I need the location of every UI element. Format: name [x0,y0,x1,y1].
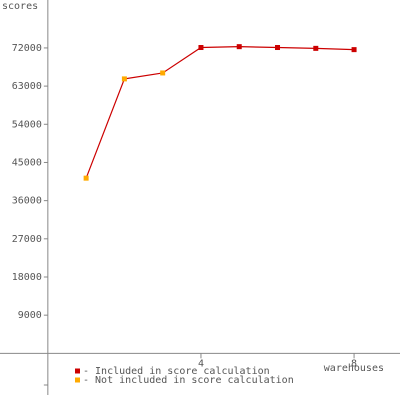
legend-swatch [75,368,80,374]
data-point [198,45,204,51]
y-tick-label: 9000 [18,310,42,321]
data-point [313,45,319,51]
data-point [83,175,89,181]
legend-label: - Included in score calculation [83,366,270,377]
y-tick-label: 27000 [12,234,42,245]
y-tick-label: 45000 [12,157,42,168]
legend-swatch [75,377,80,383]
legend-label: - Not included in score calculation [83,375,294,386]
x-tick-label: 4 [198,358,204,369]
series-line [85,46,355,179]
data-point [351,47,357,53]
x-axis-label: warehouses [324,363,384,374]
y-tick-label: 18000 [12,272,42,283]
y-axis-label: scores [2,1,38,12]
y-tick-label: 72000 [12,43,42,54]
y-tick-label: 54000 [12,119,42,130]
y-tick-label: 36000 [12,196,42,207]
data-point [160,70,166,76]
data-point [121,76,127,82]
data-point [275,45,281,51]
y-tick-label: 63000 [12,81,42,92]
data-point [236,44,242,50]
x-tick-label: 8 [351,358,357,369]
